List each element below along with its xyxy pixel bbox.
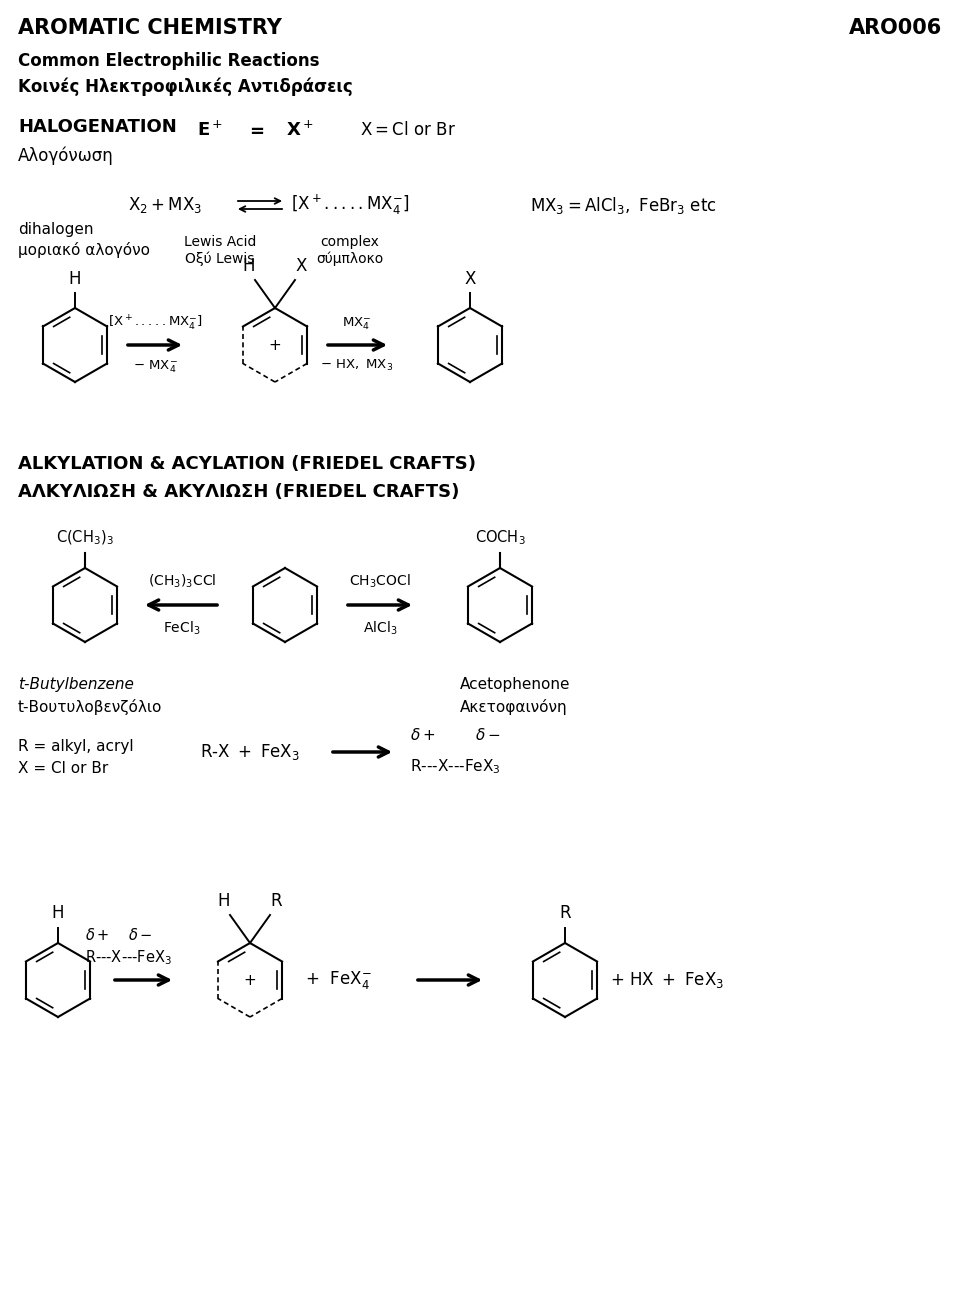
Text: X: X <box>296 257 306 275</box>
Text: $\mathrm{R\text{---}X\text{---}FeX_3}$: $\mathrm{R\text{---}X\text{---}FeX_3}$ <box>85 949 172 968</box>
Text: $\mathrm{[X^+.....MX_4^{-}]}$: $\mathrm{[X^+.....MX_4^{-}]}$ <box>291 193 409 218</box>
Text: Κοινές Ηλεκτροφιλικές Αντιδράσεις: Κοινές Ηλεκτροφιλικές Αντιδράσεις <box>18 77 352 97</box>
Text: Common Electrophilic Reactions: Common Electrophilic Reactions <box>18 52 320 69</box>
Text: $\delta+$: $\delta+$ <box>410 728 436 743</box>
Text: complex: complex <box>321 235 379 249</box>
Text: $+\ \ \mathrm{FeX_4^{-}}$: $+\ \ \mathrm{FeX_4^{-}}$ <box>305 969 372 991</box>
Text: ARO006: ARO006 <box>849 18 942 38</box>
Text: $\mathrm{X_2 + MX_3}$: $\mathrm{X_2 + MX_3}$ <box>128 195 203 215</box>
Text: H: H <box>243 257 255 275</box>
Text: $\mathrm{X = Cl\ or\ Br}$: $\mathrm{X = Cl\ or\ Br}$ <box>360 121 456 139</box>
Text: dihalogen: dihalogen <box>18 222 93 237</box>
Text: $\mathbf{E}^+$: $\mathbf{E}^+$ <box>197 121 223 140</box>
Text: Οξύ Lewis: Οξύ Lewis <box>185 252 254 266</box>
Text: R: R <box>559 905 571 922</box>
Text: +: + <box>244 973 256 987</box>
Text: X: X <box>465 270 476 288</box>
Text: R = alkyl, acryl: R = alkyl, acryl <box>18 739 133 754</box>
Text: $\delta-$: $\delta-$ <box>475 728 500 743</box>
Text: $\mathrm{R\text{---}X\text{---}FeX_3}$: $\mathrm{R\text{---}X\text{---}FeX_3}$ <box>410 756 501 776</box>
Text: HALOGENATION: HALOGENATION <box>18 118 177 136</box>
Text: σύμπλοκο: σύμπλοκο <box>317 252 384 266</box>
Text: $\mathrm{MX_3 = AlCl_3,\ FeBr_3\ etc}$: $\mathrm{MX_3 = AlCl_3,\ FeBr_3\ etc}$ <box>530 194 717 215</box>
Text: +: + <box>269 337 281 353</box>
Text: $\delta+$: $\delta+$ <box>85 927 109 943</box>
Text: R: R <box>270 891 282 910</box>
Text: $+\ \mathrm{HX}\ +\ \mathrm{FeX_3}$: $+\ \mathrm{HX}\ +\ \mathrm{FeX_3}$ <box>610 970 724 990</box>
Text: t-Βουτυλοβενζόλιο: t-Βουτυλοβενζόλιο <box>18 699 162 714</box>
Text: $\mathrm{-\ HX,\ MX_3}$: $\mathrm{-\ HX,\ MX_3}$ <box>321 358 394 374</box>
Text: Lewis Acid: Lewis Acid <box>183 235 256 249</box>
Text: AROMATIC CHEMISTRY: AROMATIC CHEMISTRY <box>18 18 282 38</box>
Text: μοριακό αλογόνο: μοριακό αλογόνο <box>18 243 150 258</box>
Text: $\mathbf{X}^+$: $\mathbf{X}^+$ <box>286 121 314 140</box>
Text: $\mathrm{CH_3COCl}$: $\mathrm{CH_3COCl}$ <box>349 573 411 590</box>
Text: t-Butylbenzene: t-Butylbenzene <box>18 676 133 692</box>
Text: $\mathrm{COCH_3}$: $\mathrm{COCH_3}$ <box>474 528 525 547</box>
Text: Acetophenone: Acetophenone <box>460 676 570 692</box>
Text: H: H <box>69 270 82 288</box>
Text: $\mathrm{MX_4^{-}}$: $\mathrm{MX_4^{-}}$ <box>343 316 372 332</box>
Text: $\mathrm{FeCl_3}$: $\mathrm{FeCl_3}$ <box>163 620 201 637</box>
Text: H: H <box>52 905 64 922</box>
Text: X = Cl or Br: X = Cl or Br <box>18 760 108 776</box>
Text: $\mathrm{R\text{-}X\ +\ FeX_3}$: $\mathrm{R\text{-}X\ +\ FeX_3}$ <box>200 742 300 762</box>
Text: Αλογόνωση: Αλογόνωση <box>18 146 113 164</box>
Text: $\mathrm{(CH_3)_3CCl}$: $\mathrm{(CH_3)_3CCl}$ <box>148 573 216 590</box>
Text: $\mathrm{[X^+.....MX_4^{-}]}$: $\mathrm{[X^+.....MX_4^{-}]}$ <box>108 313 203 332</box>
Text: $\mathrm{AlCl_3}$: $\mathrm{AlCl_3}$ <box>363 620 397 637</box>
Text: $\delta-$: $\delta-$ <box>128 927 153 943</box>
Text: H: H <box>218 891 230 910</box>
Text: ΑΛΚΥΛΙΩΣΗ & ΑΚΥΛΙΩΣΗ (FRIEDEL CRAFTS): ΑΛΚΥΛΙΩΣΗ & ΑΚΥΛΙΩΣΗ (FRIEDEL CRAFTS) <box>18 482 460 501</box>
Text: $\mathbf{=}$: $\mathbf{=}$ <box>246 121 264 139</box>
Text: ALKYLATION & ACYLATION (FRIEDEL CRAFTS): ALKYLATION & ACYLATION (FRIEDEL CRAFTS) <box>18 455 476 473</box>
Text: $\mathrm{C(CH_3)_3}$: $\mathrm{C(CH_3)_3}$ <box>56 528 114 547</box>
Text: $\mathrm{-\ MX_4^{-}}$: $\mathrm{-\ MX_4^{-}}$ <box>132 358 178 375</box>
Text: Ακετοφαινόνη: Ακετοφαινόνη <box>460 699 567 714</box>
